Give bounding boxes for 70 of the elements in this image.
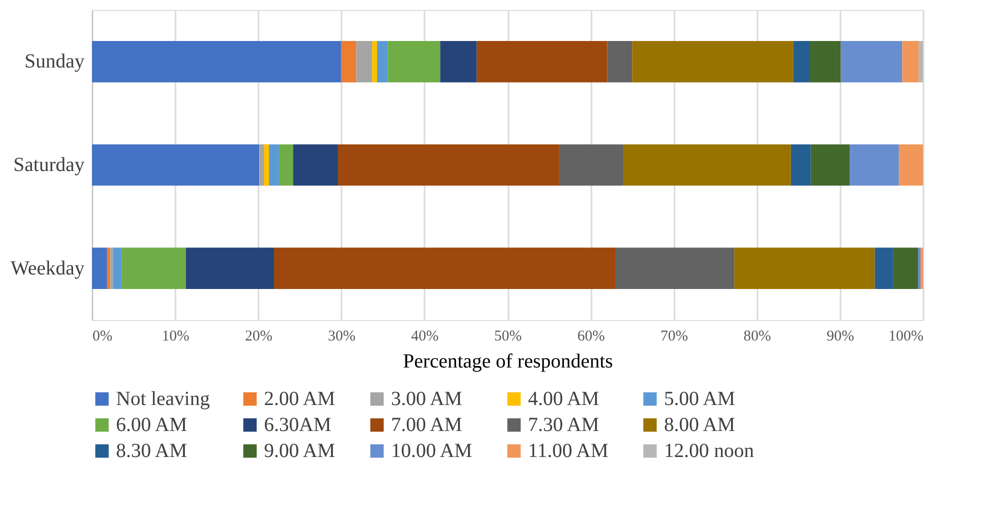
y-tick-label: Weekday xyxy=(10,257,84,280)
x-tick-label: 90% xyxy=(826,328,854,344)
bar xyxy=(440,41,477,82)
bar xyxy=(918,41,923,82)
bar xyxy=(840,41,902,82)
bar xyxy=(559,144,624,186)
legend-label: 10.00 AM xyxy=(391,440,472,462)
bar xyxy=(341,41,356,82)
legend-label: 12.00 noon xyxy=(664,440,754,462)
bar xyxy=(388,41,440,82)
bar xyxy=(372,41,378,82)
bar xyxy=(186,248,274,289)
bar xyxy=(874,248,894,289)
legend-label: 7.30 AM xyxy=(528,414,600,436)
x-axis-title: Percentage of respondents xyxy=(403,350,614,372)
bar xyxy=(850,144,899,186)
bar xyxy=(632,41,794,82)
bar xyxy=(92,248,107,289)
x-tick-label: 0% xyxy=(92,328,112,344)
bar xyxy=(112,248,122,289)
bar xyxy=(264,144,270,186)
bar xyxy=(274,248,616,289)
bar xyxy=(269,144,279,186)
bar xyxy=(793,41,810,82)
legend-label: 6.30AM xyxy=(264,414,332,436)
y-tick-label: Saturday xyxy=(13,154,84,176)
x-tick-label: 30% xyxy=(328,328,356,344)
bar xyxy=(893,248,918,289)
bar xyxy=(898,144,923,186)
x-tick-label: 10% xyxy=(162,328,190,344)
bar xyxy=(918,248,921,289)
legend-label: 11.00 AM xyxy=(528,440,609,462)
x-tick-label: 60% xyxy=(577,328,605,344)
legend-label: 4.00 AM xyxy=(528,388,600,410)
legend-label: 7.00 AM xyxy=(391,414,462,436)
bar xyxy=(607,41,632,82)
x-tick-label: 20% xyxy=(244,328,272,344)
legend-label: Not leaving xyxy=(116,388,210,410)
bar xyxy=(616,248,734,289)
bar xyxy=(278,144,294,186)
bar xyxy=(356,41,372,82)
bar xyxy=(790,144,811,186)
x-tick-label: 40% xyxy=(411,328,439,344)
bar xyxy=(110,248,113,289)
legend-label: 6.00 AM xyxy=(116,414,188,436)
bar xyxy=(810,144,850,186)
y-tick-label: Sunday xyxy=(24,50,84,73)
bar xyxy=(106,248,110,289)
bar xyxy=(92,144,260,186)
x-tick-label: 80% xyxy=(744,328,772,344)
bar xyxy=(259,144,264,186)
bar xyxy=(293,144,338,186)
legend-label: 8.00 AM xyxy=(664,414,736,436)
bar xyxy=(92,41,342,82)
x-tick-label: 70% xyxy=(660,328,688,344)
bar xyxy=(122,248,186,289)
x-tick-label: 50% xyxy=(494,328,522,344)
legend-label: 2.00 AM xyxy=(264,388,336,410)
bar xyxy=(902,41,919,82)
legend-label: 5.00 AM xyxy=(664,388,736,410)
x-tick-label: 100% xyxy=(888,328,924,344)
legend-label: 9.00 AM xyxy=(264,440,336,462)
bar xyxy=(476,41,608,82)
legend-label: 8.30 AM xyxy=(116,440,188,462)
bar xyxy=(338,144,560,186)
bar xyxy=(810,41,841,82)
legend-label: 3.00 AM xyxy=(391,388,462,410)
bar xyxy=(623,144,791,186)
bar xyxy=(734,248,875,289)
bar xyxy=(377,41,388,82)
